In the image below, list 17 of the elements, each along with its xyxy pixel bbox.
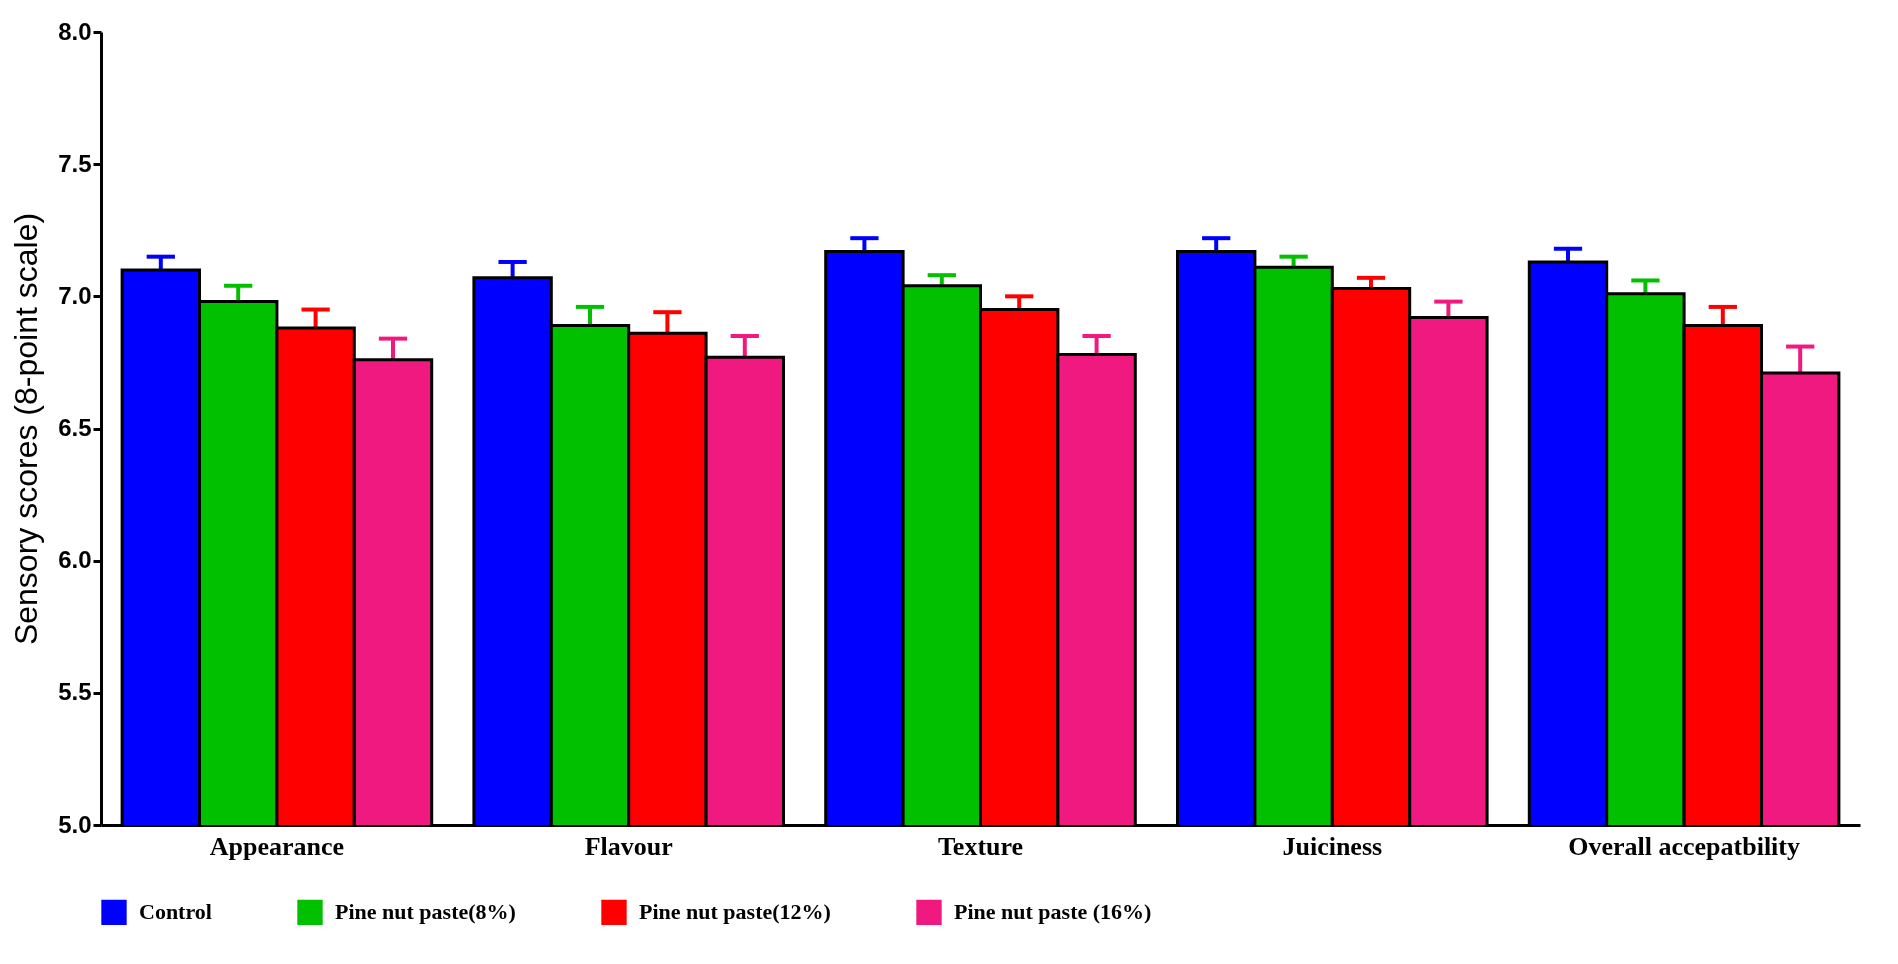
x-tick-label: Juiciness — [1282, 831, 1383, 861]
legend-label: Pine nut paste (16%) — [954, 899, 1152, 925]
y-tick-label: 5.0 — [58, 810, 92, 838]
legend-label: Pine nut paste(12%) — [639, 899, 831, 925]
y-tick-label: 6.5 — [58, 414, 92, 441]
x-tick-label: Texture — [937, 831, 1024, 861]
x-tick-label: Overall accepatbility — [1568, 831, 1800, 861]
x-tick-label: Appearance — [209, 831, 345, 861]
y-tick-label: 8.0 — [58, 17, 92, 45]
x-tick-label: Flavour — [584, 831, 673, 861]
y-tick-label: 7.5 — [58, 149, 92, 177]
legend-label: Pine nut paste(8%) — [335, 899, 516, 925]
legend-label: Control — [139, 899, 212, 925]
y-axis-title: Sensory scores (8-point scale) — [8, 212, 45, 646]
y-tick-label: 7.0 — [58, 281, 92, 309]
y-tick-label: 5.5 — [58, 678, 92, 706]
y-tick-label: 6.0 — [58, 546, 92, 574]
